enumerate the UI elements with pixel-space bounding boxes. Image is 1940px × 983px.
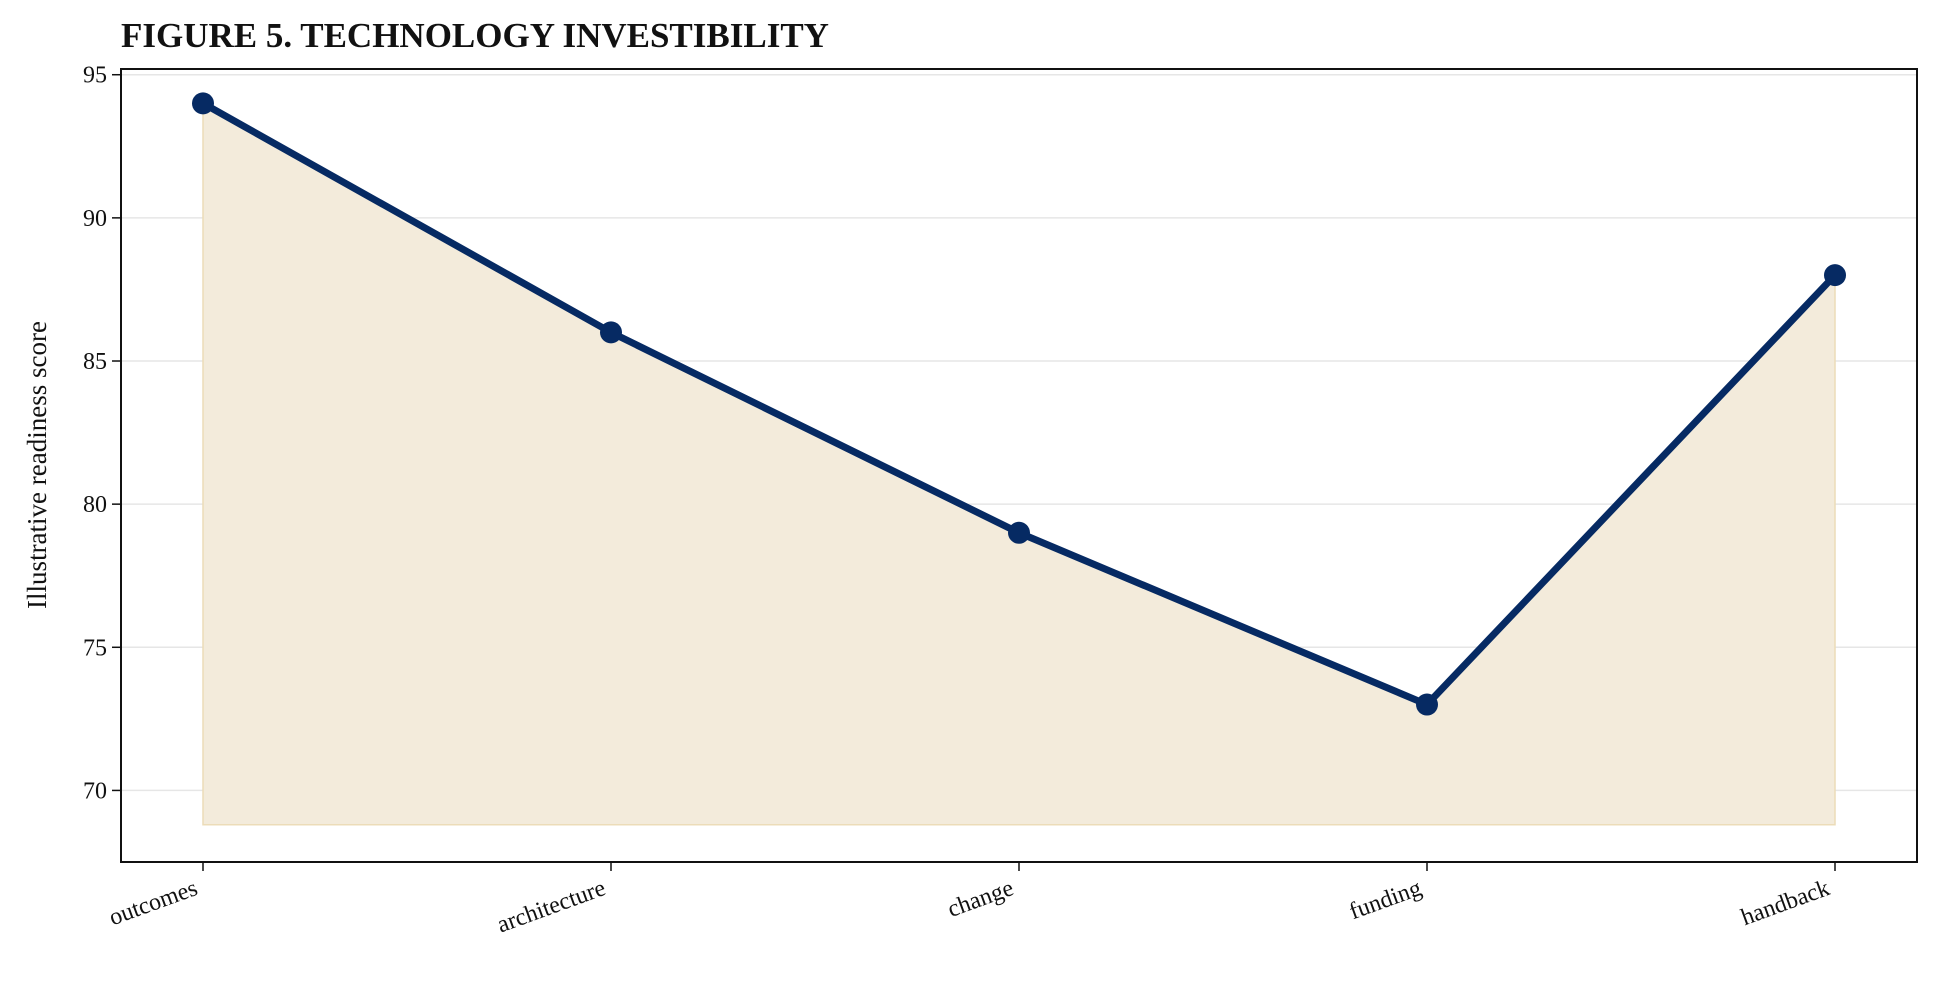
area-layer — [202, 102, 1836, 826]
y-tick-label: 75 — [83, 635, 107, 661]
x-axis: outcomes architecture change funding handbac… — [106, 862, 1836, 938]
y-tick-label: 95 — [83, 63, 107, 89]
chart-title: FIGURE 5. TECHNOLOGY INVESTIBILITY — [121, 16, 829, 55]
data-point-funding — [1416, 693, 1438, 716]
y-tick-label: 90 — [83, 206, 107, 232]
data-point-change — [1008, 521, 1030, 544]
data-points — [192, 92, 1846, 716]
x-tick-label: handback — [1738, 875, 1833, 931]
y-axis: 70 75 80 85 90 95 — [83, 63, 121, 804]
x-tick-label: funding — [1346, 875, 1425, 925]
y-tick-label: 85 — [83, 349, 107, 375]
x-tick-label: change — [944, 875, 1017, 923]
data-point-architecture — [600, 321, 622, 344]
y-axis-label: Illustrative readiness score — [22, 321, 52, 609]
data-point-handback — [1824, 264, 1846, 287]
x-tick-label: architecture — [494, 875, 609, 938]
y-tick-label: 70 — [83, 778, 107, 804]
y-tick-label: 80 — [83, 492, 107, 518]
series-area — [202, 102, 1836, 826]
x-tick-label: outcomes — [106, 875, 201, 931]
data-point-outcomes — [192, 92, 214, 115]
